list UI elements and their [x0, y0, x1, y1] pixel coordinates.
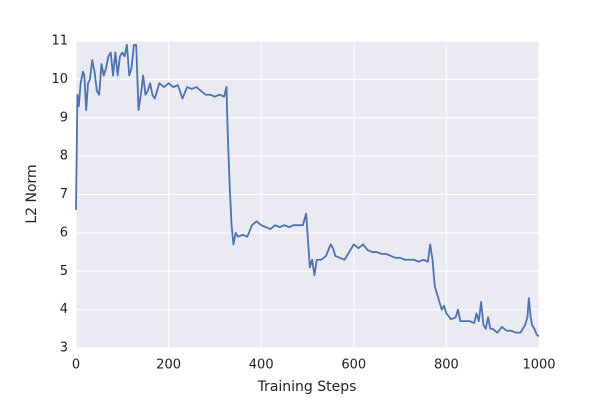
y-tick-label: 4 — [60, 302, 68, 317]
y-tick-label: 7 — [60, 187, 68, 202]
x-tick-label: 200 — [156, 358, 181, 373]
y-tick-label: 10 — [51, 72, 68, 87]
y-tick-label: 11 — [51, 34, 68, 49]
x-axis-label: Training Steps — [257, 379, 357, 395]
x-tick-label: 600 — [341, 358, 366, 373]
x-tick-label: 1000 — [522, 358, 555, 373]
y-tick-label: 8 — [60, 149, 68, 164]
x-tick-label: 0 — [72, 358, 80, 373]
y-tick-label: 9 — [60, 110, 68, 125]
y-tick-label: 3 — [60, 341, 68, 356]
x-tick-label: 400 — [249, 358, 274, 373]
y-axis-label: L2 Norm — [24, 164, 40, 223]
x-tick-label: 800 — [434, 358, 459, 373]
line — [75, 43, 540, 338]
y-tick-label: 5 — [60, 264, 68, 279]
y-tick-label: 6 — [60, 225, 68, 240]
